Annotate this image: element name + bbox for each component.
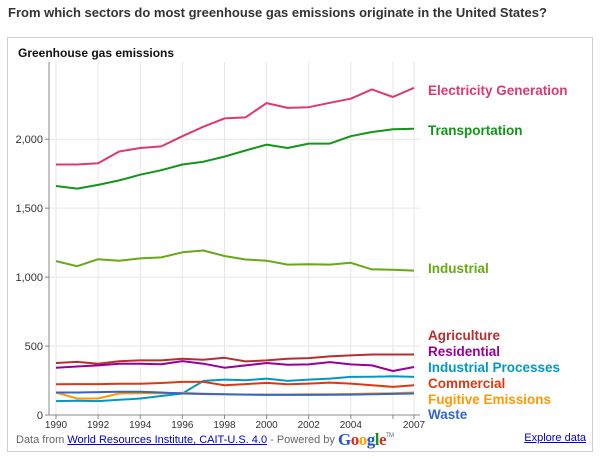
x-tick-label: 2000 (255, 420, 278, 431)
series-label-fugitive-emissions: Fugitive Emissions (428, 392, 551, 407)
y-tick-label: 500 (25, 341, 43, 353)
series-line-fugitive-emissions (55, 391, 415, 400)
series-line-industrial (55, 249, 415, 272)
series-label-commercial: Commercial (428, 376, 505, 391)
source-link[interactable]: World Resources Institute, CAIT-U.S. 4.0 (67, 434, 268, 446)
series-line-waste (56, 390, 415, 396)
series-line-commercial (55, 380, 415, 388)
x-tick-label: 2007 (403, 420, 426, 431)
series-line-transportation (55, 127, 415, 190)
google-letter: e (378, 430, 387, 449)
x-tick-label: 1996 (171, 420, 194, 431)
google-letter: g (366, 430, 376, 449)
series-line-residential (55, 360, 415, 372)
y-tick-label: 1,500 (15, 203, 43, 215)
attribution-footer: Data from World Resources Institute, CAI… (16, 430, 394, 450)
series-line-industrial-processes (55, 375, 415, 403)
x-tick-label: 1998 (213, 420, 236, 431)
chart-title: Greenhouse gas emissions (18, 46, 175, 60)
y-tick-label: 2,000 (15, 134, 43, 146)
x-tick-labels: 1990 1992 1994 1996 1998 2000 2002 2004 2007 (45, 420, 426, 431)
y-tick-label: 1,000 (15, 272, 43, 284)
series-label-transportation: Transportation (428, 123, 523, 138)
powered-by-text: - Powered by (267, 434, 338, 446)
page-question: From which sectors do most greenhouse ga… (8, 5, 547, 20)
footer-prefix: Data from (16, 434, 68, 446)
google-letter: l (374, 430, 380, 449)
google-letter: o (350, 430, 360, 449)
trademark: TM (386, 433, 394, 439)
google-logo: GoogleTM (338, 430, 394, 449)
y-tick-label: 0 (37, 410, 43, 422)
series-label-residential: Residential (428, 344, 500, 359)
series-label-agriculture: Agriculture (428, 328, 501, 343)
explore-data-link[interactable]: Explore data (524, 432, 586, 444)
axes (45, 62, 420, 419)
google-letter: G (337, 430, 351, 449)
series-labels: Electricity Generation Transportation Indu… (428, 83, 568, 422)
y-tick-labels: 0 500 1,000 1,500 2,000 (15, 134, 43, 422)
series-label-electricity-generation: Electricity Generation (428, 83, 568, 98)
series-lines (55, 86, 415, 403)
x-tick-label: 1992 (87, 420, 110, 431)
x-tick-label: 2004 (340, 420, 363, 431)
series-line-electricity-generation (56, 86, 415, 166)
chart-panel (7, 37, 593, 452)
series-label-industrial-processes: Industrial Processes (428, 360, 560, 375)
google-letter: o (358, 430, 368, 449)
x-tick-label: 1990 (45, 420, 68, 431)
x-tick-label: 1994 (129, 420, 152, 431)
series-label-waste: Waste (428, 407, 468, 422)
x-tick-label: 2002 (298, 420, 321, 431)
series-label-industrial: Industrial (428, 261, 489, 276)
series-line-agriculture (55, 353, 414, 365)
